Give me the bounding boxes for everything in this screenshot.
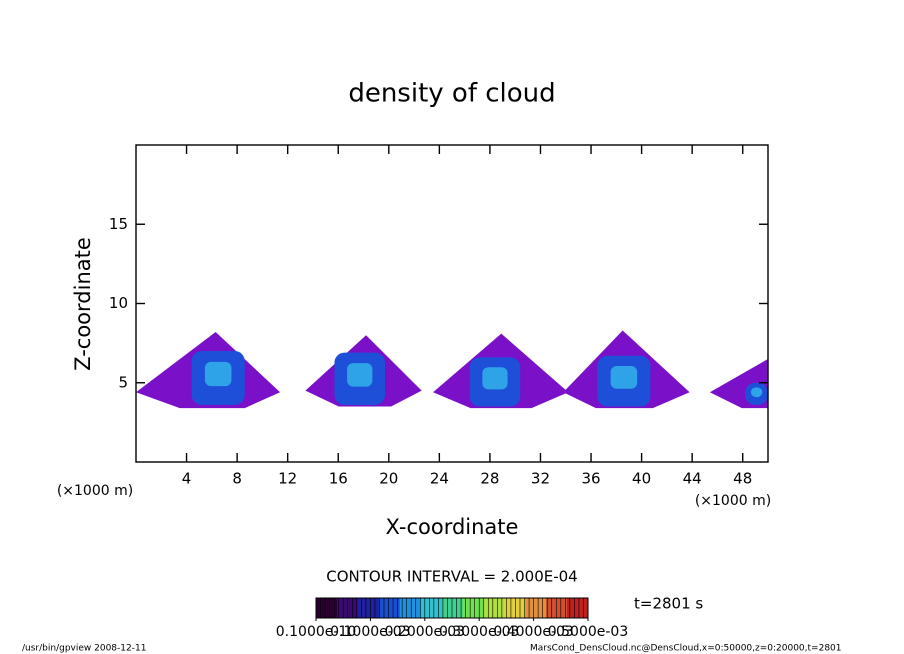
x-unit: (×1000 m) bbox=[695, 493, 771, 509]
colorbar-swatch bbox=[504, 598, 526, 618]
x-unit: (×1000 m) bbox=[57, 483, 133, 499]
y-tick-label: 10 bbox=[109, 294, 128, 312]
y-axis-label: Z-coordinate bbox=[71, 237, 95, 371]
footer-right: MarsCond_DensCloud.nc@DensCloud,x=0:5000… bbox=[530, 644, 842, 654]
colorbar-swatch bbox=[462, 598, 484, 618]
y-tick-label: 15 bbox=[109, 215, 128, 233]
colorbar-tick-label: 0.5000e-03 bbox=[548, 624, 628, 640]
x-tick-label: 32 bbox=[531, 470, 550, 488]
x-tick-label: 20 bbox=[379, 470, 398, 488]
colorbar-tick-label: 0.4000e-03 bbox=[493, 624, 573, 640]
x-tick-label: 36 bbox=[581, 470, 600, 488]
chart-title: density of cloud bbox=[348, 79, 555, 109]
cloud-inner bbox=[750, 387, 763, 398]
colorbar-swatch bbox=[567, 598, 589, 618]
x-tick-label: 44 bbox=[683, 470, 702, 488]
contour-field bbox=[136, 330, 768, 409]
x-axis-label: X-coordinate bbox=[386, 515, 519, 539]
axes bbox=[136, 145, 768, 462]
x-tick-label: 40 bbox=[632, 470, 651, 488]
colorbar-swatch bbox=[420, 598, 443, 618]
x-tick-label: 12 bbox=[278, 470, 297, 488]
footer-left: /usr/bin/gpview 2008-12-11 bbox=[22, 644, 146, 654]
x-tick-label: 28 bbox=[480, 470, 499, 488]
colorbar-tick-label: 0.1000e-03 bbox=[330, 624, 410, 640]
colorbar-swatch bbox=[483, 598, 505, 618]
colorbar-tick-label: 0.3000e-03 bbox=[439, 624, 519, 640]
colorbar-tick-label: 0.1000e-10 bbox=[276, 624, 356, 640]
y-tick-label: 5 bbox=[118, 373, 128, 391]
cloud-inner bbox=[204, 361, 232, 387]
colorbar-swatch bbox=[316, 598, 338, 618]
cloud-inner bbox=[482, 367, 508, 390]
colorbar-frame bbox=[315, 597, 589, 619]
colorbar-swatch bbox=[525, 598, 547, 618]
x-tick-label: 48 bbox=[733, 470, 752, 488]
x-tick-label: 24 bbox=[430, 470, 449, 488]
colorbar-swatch bbox=[399, 598, 422, 618]
x-tick-label: 16 bbox=[329, 470, 348, 488]
cloud-inner bbox=[610, 365, 638, 389]
x-tick-label: 8 bbox=[232, 470, 242, 488]
contour-interval: CONTOUR INTERVAL = 2.000E-04 bbox=[326, 568, 577, 586]
colorbar-swatch bbox=[357, 598, 380, 618]
colorbar-swatch bbox=[378, 598, 401, 618]
time-label: t=2801 s bbox=[634, 595, 703, 613]
x-tick-label: 4 bbox=[182, 470, 192, 488]
colorbar-swatch bbox=[546, 598, 568, 618]
colorbar-tick-label: 0.2000e-03 bbox=[385, 624, 465, 640]
plot-frame bbox=[135, 144, 769, 463]
cloud-inner bbox=[347, 363, 373, 387]
